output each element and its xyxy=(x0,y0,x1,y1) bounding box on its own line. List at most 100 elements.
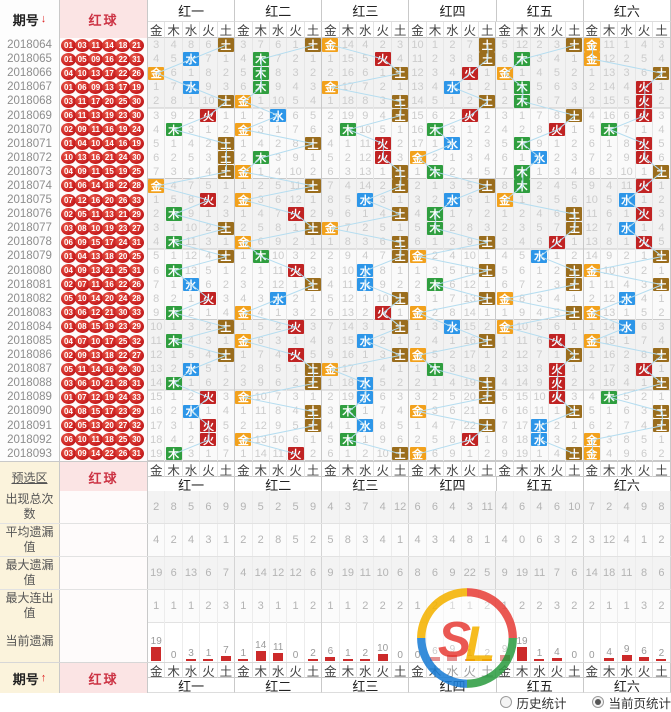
top-header: 期号 ↓ 红球 红一 红二 红三 红四 红五 红六金木水火土金木水火土金木水火土金木水火土金… xyxy=(0,0,671,38)
element-cell: 13 xyxy=(357,164,375,179)
group-header-2: 红二 xyxy=(235,678,323,693)
preselect-area[interactable]: 预选区 xyxy=(0,462,60,492)
element-cell: 1 xyxy=(584,348,601,363)
element-cell: 4 xyxy=(618,376,636,391)
element-cell: 1 xyxy=(305,52,323,67)
element-cell: 木 xyxy=(339,122,358,137)
element-cell: 4 xyxy=(287,80,305,95)
element-cell: 1 xyxy=(549,249,567,264)
radio-current-page-stats[interactable]: 当前页统计 xyxy=(592,693,671,712)
element-cell: 9 xyxy=(444,446,462,461)
element-cell: 1 xyxy=(218,178,236,194)
stat-value: 8 xyxy=(165,491,183,523)
element-cell: 1 xyxy=(340,418,358,433)
red-ball-set: 04 10 13 17 22 26 xyxy=(60,66,148,81)
current-omission-value: 6 xyxy=(327,646,334,657)
element-cell: 6 xyxy=(496,52,514,67)
element-cell: 1 xyxy=(496,305,514,320)
current-omission-value: 0 xyxy=(170,650,177,661)
red-ball: 30 xyxy=(129,151,145,165)
element-cell: 1 xyxy=(584,319,601,334)
group-header-6: 红六 xyxy=(583,0,671,22)
period-number: 2018089 xyxy=(0,390,60,405)
element-header-土: 土 xyxy=(479,22,497,38)
element-cell: 1 xyxy=(462,446,480,461)
red-ball: 29 xyxy=(129,320,145,334)
element-cell: 水 xyxy=(357,193,375,208)
element-block-木: 木 xyxy=(339,122,356,137)
element-cell: 5 xyxy=(322,432,340,447)
period-sort-header[interactable]: 期号 ↓ xyxy=(0,0,60,38)
element-cell: 10 xyxy=(148,319,166,334)
element-cell: 4 xyxy=(444,66,462,81)
element-cell: 6 xyxy=(427,446,445,461)
element-cell: 6 xyxy=(392,432,410,447)
element-block-火: 火 xyxy=(636,94,653,108)
stat-value: 1 xyxy=(165,590,183,622)
element-cell: 4 xyxy=(653,333,671,349)
element-cell: 3 xyxy=(549,432,567,447)
current-omission-cell: 0 xyxy=(584,619,601,662)
element-cell: 金 xyxy=(583,52,601,67)
element-cell: 金 xyxy=(583,446,601,461)
red-ball: 13 xyxy=(101,207,117,221)
red-ball: 13 xyxy=(74,151,90,165)
trend-row: 2018072 10 13 16 21 24 30 6 2 5 3 土 2 木 3 9 1 5 2 12 火 3 金 2 1 3 4… xyxy=(0,150,671,165)
element-cell: 3 xyxy=(601,164,619,179)
element-cell: 3 xyxy=(287,390,305,405)
red-ball-set: 05 11 14 16 26 30 xyxy=(60,362,148,377)
element-cell: 4 xyxy=(427,333,445,349)
group-header-6: 红六 xyxy=(583,678,671,693)
element-header-木: 木 xyxy=(513,22,532,38)
element-header-火: 火 xyxy=(461,22,480,38)
radio-circle-icon[interactable] xyxy=(592,696,605,708)
element-cell: 1 xyxy=(549,136,567,151)
element-cell: 2 xyxy=(200,136,218,151)
red-ball: 07 xyxy=(74,334,90,348)
element-cell: 1 xyxy=(479,305,497,320)
radio-history-stats[interactable]: 历史统计 xyxy=(500,693,566,712)
element-cell: 3 xyxy=(287,66,305,81)
element-cell: 5 xyxy=(653,235,671,250)
red-ball: 13 xyxy=(88,348,104,362)
red-ball: 26 xyxy=(115,193,131,207)
element-cell: 13 xyxy=(183,263,201,278)
element-cell: 5 xyxy=(148,136,166,151)
red-ball: 17 xyxy=(101,66,117,80)
sort-desc-icon: ↓ xyxy=(40,13,47,25)
radio-circle-icon[interactable] xyxy=(500,696,513,708)
stat-value: 8 xyxy=(462,524,480,556)
element-cell: 4 xyxy=(601,446,619,461)
element-cell: 金 xyxy=(409,305,427,320)
element-cell: 水 xyxy=(531,249,549,264)
element-block-金: 金 xyxy=(322,38,339,52)
element-cell: 3 xyxy=(218,390,236,405)
element-header-土: 土 xyxy=(566,663,584,678)
element-cell: 9 xyxy=(148,305,166,320)
element-cell: 2 xyxy=(444,38,462,53)
current-omission-bar xyxy=(238,659,249,661)
stat-value: 19 xyxy=(514,557,532,589)
group-header-4: 红四 xyxy=(409,0,497,22)
current-omission-cell: 1 xyxy=(531,619,549,662)
red-ball: 03 xyxy=(61,94,76,108)
element-header-金: 金 xyxy=(496,462,514,477)
element-cell: 3 xyxy=(479,136,497,151)
red-ball: 28 xyxy=(129,292,145,306)
element-cell: 11 xyxy=(531,404,549,419)
red-ball: 21 xyxy=(101,306,117,320)
element-cell: 2 xyxy=(444,164,462,179)
element-cell: 11 xyxy=(148,333,166,349)
element-cell: 5 xyxy=(357,52,375,67)
element-cell: 3 xyxy=(253,291,270,306)
stat-ball-spacer xyxy=(60,590,148,622)
element-cell: 4 xyxy=(322,136,340,151)
element-block-金: 金 xyxy=(235,390,252,404)
red-ball: 11 xyxy=(88,165,104,179)
element-cell: 2 xyxy=(165,150,183,165)
element-cell: 1 xyxy=(618,333,636,349)
period-sort-footer[interactable]: 期号 ↑ xyxy=(0,663,60,693)
preselect-link[interactable]: 预选区 xyxy=(11,470,48,485)
element-header-土: 土 xyxy=(566,22,584,38)
element-cell: 木 xyxy=(165,333,183,349)
